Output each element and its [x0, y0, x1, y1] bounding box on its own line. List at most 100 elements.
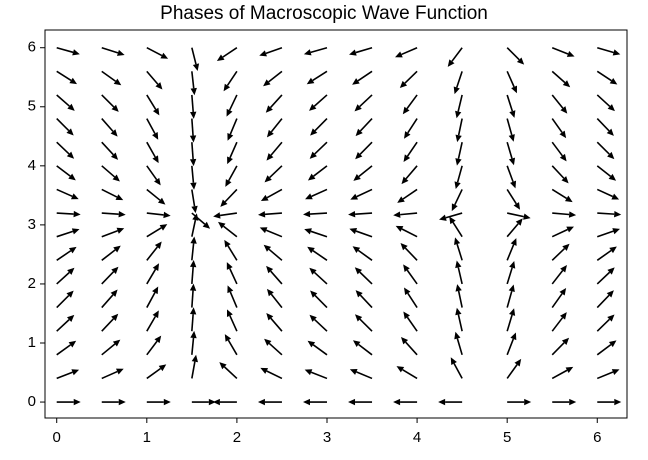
arrow — [303, 46, 328, 56]
arrow-head — [511, 85, 518, 94]
arrow-head — [510, 332, 517, 341]
arrow-shaft — [596, 141, 610, 155]
arrow-shaft — [314, 294, 328, 309]
arrow — [56, 118, 74, 136]
arrow — [266, 288, 283, 309]
arrow-head — [68, 246, 77, 254]
arrow — [307, 165, 328, 181]
arrow-shaft — [506, 118, 513, 136]
arrow-head — [524, 398, 532, 406]
arrow-head — [559, 312, 567, 320]
arrow — [190, 94, 197, 119]
arrow — [212, 398, 237, 406]
arrow — [597, 228, 620, 238]
arrow — [596, 246, 617, 261]
arrow — [506, 141, 516, 166]
arrow-head — [163, 211, 171, 219]
arrow-head — [559, 153, 567, 162]
arrow-head — [607, 267, 615, 275]
arrow-head — [223, 83, 231, 92]
x-tick-label: 6 — [593, 429, 601, 446]
arrow — [189, 307, 197, 332]
arrow-shaft — [229, 268, 238, 285]
arrow-head — [116, 368, 124, 375]
arrow — [401, 165, 418, 185]
arrow — [506, 358, 522, 379]
arrow-shaft — [551, 228, 568, 238]
arrow — [596, 141, 615, 160]
arrow — [307, 246, 328, 261]
arrow-head — [449, 216, 456, 225]
arrow-head — [455, 284, 462, 292]
arrow-head — [69, 77, 78, 85]
arrow-head — [110, 152, 119, 160]
arrow-head — [612, 49, 621, 56]
arrow — [226, 309, 238, 332]
arrow-shaft — [506, 314, 513, 332]
arrow-head — [354, 314, 363, 322]
arrow-head — [264, 175, 272, 183]
arrow-shaft — [265, 229, 283, 238]
arrow — [264, 165, 283, 183]
arrow-head — [303, 210, 311, 218]
arrow-shaft — [406, 94, 418, 110]
arrow-head — [559, 287, 567, 296]
arrow-shaft — [101, 370, 118, 380]
arrow-shaft — [356, 188, 373, 198]
arrow — [146, 263, 160, 285]
arrow-head — [403, 154, 411, 163]
arrow — [596, 267, 615, 285]
arrow-head — [606, 128, 614, 136]
arrow — [146, 335, 162, 356]
y-tick-label: 6 — [28, 39, 36, 56]
arrow — [395, 46, 418, 58]
arrow — [219, 362, 238, 380]
arrow — [455, 307, 463, 332]
arrow-head — [606, 290, 614, 298]
arrow — [354, 94, 373, 112]
arrow-head — [266, 265, 274, 274]
arrow-shaft — [56, 70, 72, 82]
arrow-head — [403, 264, 410, 272]
arrow-head — [189, 158, 197, 167]
arrow-shaft — [219, 212, 238, 217]
arrow-head — [190, 111, 197, 119]
arrow-head — [224, 239, 231, 248]
arrow-shaft — [56, 141, 70, 155]
arrow — [551, 312, 567, 332]
arrow — [352, 340, 373, 356]
arrow — [56, 228, 80, 238]
arrow-shaft — [146, 292, 156, 308]
arrow-head — [352, 340, 361, 348]
arrow-head — [439, 214, 447, 221]
arrow-head — [350, 193, 358, 200]
arrow-shaft — [355, 212, 373, 215]
arrow-shaft — [222, 47, 238, 58]
arrow-head — [152, 310, 159, 319]
arrow — [454, 237, 463, 261]
arrow — [224, 239, 238, 261]
arrow-shaft — [191, 314, 194, 332]
arrow-head — [115, 194, 124, 201]
arrow — [101, 227, 125, 238]
arrow-head — [192, 63, 200, 72]
arrow — [551, 366, 574, 380]
arrow-head — [395, 51, 403, 58]
arrow-shaft — [310, 230, 328, 238]
arrow — [449, 216, 463, 238]
arrow — [395, 225, 418, 238]
arrow-head — [110, 289, 118, 297]
arrow — [191, 47, 200, 72]
arrow — [404, 287, 418, 309]
arrow-head — [227, 133, 234, 141]
arrow-head — [158, 364, 167, 372]
arrow-head — [152, 155, 159, 164]
arrow-head — [157, 197, 166, 205]
arrow — [354, 314, 373, 332]
arrow — [226, 94, 238, 117]
arrow — [56, 165, 76, 181]
arrow-head — [514, 358, 522, 367]
arrow — [551, 265, 567, 285]
arrow-shaft — [56, 271, 70, 285]
arrow — [551, 118, 567, 139]
